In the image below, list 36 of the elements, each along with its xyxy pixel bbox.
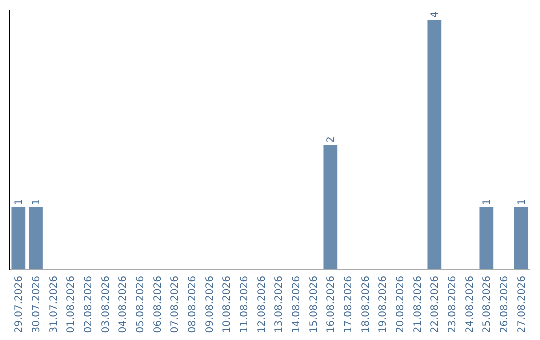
- x-tick-label: 22.08.2026: [430, 276, 442, 334]
- x-tick-label: 12.08.2026: [256, 276, 268, 334]
- x-tick-label: 16.08.2026: [326, 276, 338, 334]
- x-tick-label: 11.08.2026: [240, 276, 250, 334]
- x-tick-label: 25.08.2026: [482, 276, 494, 334]
- data-label: 1: [32, 199, 42, 206]
- data-label: 1: [482, 199, 494, 206]
- x-tick-label: 30.07.2026: [32, 276, 42, 334]
- x-tick-label: 27.08.2026: [516, 276, 528, 334]
- data-label: 1: [516, 199, 528, 206]
- x-tick-label: 18.08.2026: [360, 276, 372, 334]
- x-tick-label: 13.08.2026: [274, 276, 286, 334]
- x-tick-label: 10.08.2026: [222, 276, 234, 334]
- x-tick-label: 23.08.2026: [448, 276, 458, 334]
- data-label: 4: [430, 12, 442, 18]
- x-tick-label: 29.07.2026: [14, 276, 26, 334]
- data-label: 1: [14, 199, 26, 206]
- x-tick-label: 14.08.2026: [292, 276, 302, 334]
- x-tick-label: 07.08.2026: [170, 276, 182, 334]
- x-tick-label: 02.08.2026: [84, 276, 94, 334]
- x-tick-label: 06.08.2026: [152, 276, 164, 334]
- x-tick-label: 03.08.2026: [100, 276, 112, 334]
- x-tick-label: 26.08.2026: [500, 276, 510, 334]
- x-tick-label: 01.08.2026: [66, 276, 78, 334]
- data-label: 2: [326, 136, 338, 143]
- x-tick-label: 15.08.2026: [308, 276, 320, 334]
- x-tick-label: 20.08.2026: [396, 276, 406, 334]
- x-tick-label: 19.08.2026: [378, 276, 390, 334]
- x-tick-label: 21.08.2026: [412, 276, 424, 334]
- x-tick-label: 05.08.2026: [136, 276, 146, 334]
- x-tick-label: 17.08.2026: [344, 276, 354, 334]
- x-tick-label: 09.08.2026: [204, 276, 216, 334]
- x-tick-label: 04.08.2026: [118, 276, 130, 334]
- x-tick-label: 08.08.2026: [188, 276, 198, 334]
- x-tick-label: 24.08.2026: [464, 276, 476, 334]
- x-tick-label: 31.07.2026: [48, 276, 60, 334]
